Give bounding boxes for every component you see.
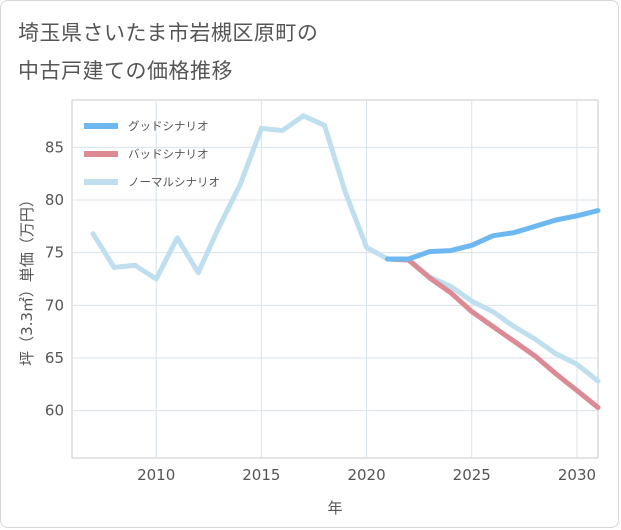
x-tick-label-2025: 2025 bbox=[453, 466, 491, 484]
chart-title: 埼玉県さいたま市岩槻区原町の 中古戸建ての価格推移 bbox=[18, 14, 578, 90]
x-tick-label-2030: 2030 bbox=[558, 466, 596, 484]
plot-area bbox=[71, 99, 599, 459]
legend-label-0: グッドシナリオ bbox=[128, 119, 209, 133]
legend-label-2: ノーマルシナリオ bbox=[128, 175, 220, 189]
y-tick-label-75: 75 bbox=[45, 244, 64, 262]
tick-labels: 60 65 70 75 80 85 2010 2015 2020 2025 2030 bbox=[45, 138, 596, 484]
title-line-1: 埼玉県さいたま市岩槻区原町の bbox=[18, 21, 319, 45]
series-line-1 bbox=[385, 256, 601, 410]
y-tick-label-85: 85 bbox=[45, 138, 64, 156]
x-tick-label-2015: 2015 bbox=[242, 466, 280, 484]
y-tick-label-65: 65 bbox=[45, 349, 64, 367]
x-tick-label-2020: 2020 bbox=[347, 466, 385, 484]
series-line-2 bbox=[90, 113, 601, 384]
title-line-2: 中古戸建ての価格推移 bbox=[18, 59, 233, 83]
y-axis-label: 坪（3.3㎡）単価（万円） bbox=[18, 192, 36, 366]
y-tick-label-60: 60 bbox=[45, 402, 64, 420]
x-tick-label-2010: 2010 bbox=[137, 466, 175, 484]
series-line-0 bbox=[385, 208, 601, 262]
series-lines bbox=[90, 113, 601, 410]
x-axis-label: 年 bbox=[327, 499, 342, 517]
y-tick-label-70: 70 bbox=[45, 296, 64, 314]
y-tick-label-80: 80 bbox=[45, 191, 64, 209]
legend-label-1: バッドシナリオ bbox=[128, 147, 209, 161]
